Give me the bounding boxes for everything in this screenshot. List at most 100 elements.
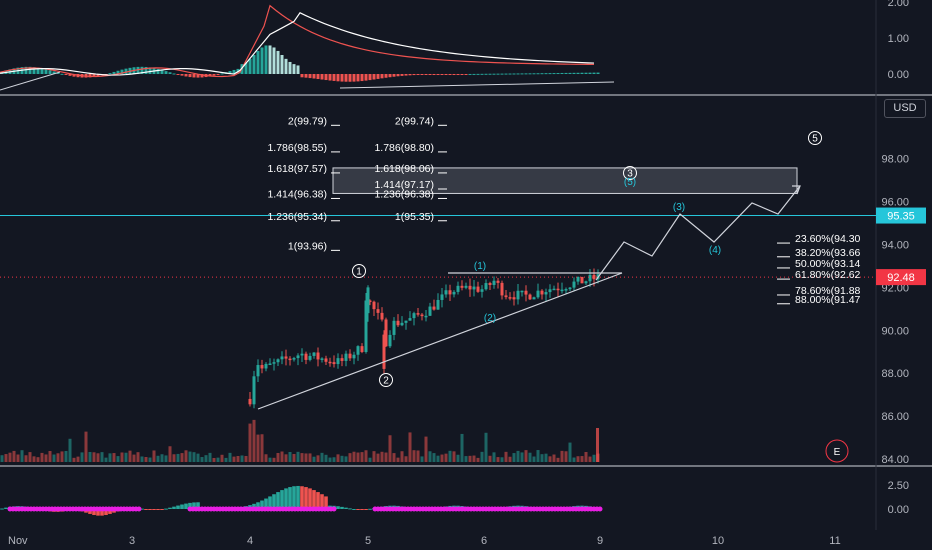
- macd-histogram-bar: [432, 74, 436, 75]
- price-tick-label: 96.00: [881, 197, 909, 209]
- macd-histogram-bar: [40, 68, 44, 74]
- macd-histogram-bar: [172, 73, 176, 75]
- macd-histogram-bar: [44, 69, 48, 74]
- volume-bar: [412, 450, 416, 462]
- macd-histogram-bar: [384, 74, 388, 78]
- oscillator-bar: [144, 509, 148, 510]
- candle-body: [420, 314, 424, 317]
- macd-histogram-bar: [400, 74, 404, 76]
- volume-bar: [464, 456, 468, 462]
- candle-body: [276, 359, 280, 363]
- oscillator-bar: [316, 492, 320, 509]
- macd-histogram-bar: [124, 68, 128, 74]
- volume-bar: [300, 453, 304, 462]
- volume-bar: [100, 452, 104, 462]
- candle-body: [432, 306, 436, 310]
- volume-bar: [292, 454, 296, 462]
- macd-histogram-bar: [96, 74, 100, 77]
- macd-histogram-bar: [488, 73, 492, 75]
- volume-bar: [204, 455, 208, 462]
- volume-bar: [164, 455, 168, 462]
- macd-tick-label: 2.00: [888, 0, 909, 9]
- oscillator-signal-dot: [136, 506, 142, 512]
- macd-histogram-bar: [216, 74, 220, 75]
- macd-histogram-bar: [352, 74, 356, 82]
- axes: 98.0096.0094.0092.0090.0088.0086.0084.00…: [8, 0, 921, 547]
- macd-histogram-bar: [356, 74, 360, 82]
- macd-histogram-bar: [416, 74, 420, 75]
- volume-bar: [68, 438, 72, 462]
- volume-bar: [40, 452, 44, 462]
- time-tick-label: 5: [365, 535, 371, 547]
- price-pane[interactable]: [0, 268, 600, 462]
- macd-histogram-bar: [360, 74, 364, 82]
- macd-tick-label: 0.00: [888, 69, 909, 81]
- macd-histogram-bar: [324, 74, 328, 81]
- volume-bar: [76, 456, 80, 462]
- oscillator-bar: [256, 502, 260, 509]
- currency-button[interactable]: USD: [884, 99, 926, 118]
- volume-bar: [344, 456, 348, 462]
- volume-bar: [8, 452, 12, 462]
- volume-bar: [456, 454, 460, 462]
- volume-bar: [576, 456, 580, 462]
- oscillator-bar: [156, 509, 160, 510]
- volume-bar: [28, 452, 32, 462]
- oscillator-bar: [188, 502, 192, 509]
- candle-body: [464, 285, 468, 288]
- candle-body: [580, 276, 584, 284]
- wave-label-minor-3: (3): [673, 202, 685, 213]
- oscillator-bar: [0, 508, 4, 510]
- price-tag: [876, 207, 926, 224]
- candle-body: [348, 353, 352, 359]
- volume-bar: [88, 451, 92, 462]
- time-tick-label: 6: [481, 535, 487, 547]
- candle-body: [364, 300, 368, 352]
- oscillator-bar: [92, 509, 96, 516]
- macd-histogram-bar: [156, 68, 160, 74]
- macd-histogram-bar: [192, 74, 196, 78]
- volume-bar: [180, 453, 184, 462]
- oscillator-bar: [252, 503, 256, 509]
- volume-bar: [140, 456, 144, 462]
- projection-path: [595, 185, 801, 281]
- volume-bar: [352, 451, 356, 462]
- candle-body: [404, 320, 408, 323]
- macd-histogram-bar: [72, 74, 76, 77]
- candle-body: [252, 376, 256, 405]
- macd-histogram-bar: [588, 72, 592, 74]
- macd-histogram-bar: [392, 74, 396, 77]
- candle-body: [476, 286, 480, 292]
- candle-body: [376, 309, 380, 313]
- volume-bar: [168, 446, 172, 462]
- macd-histogram-bar: [492, 73, 496, 75]
- candle-body: [380, 312, 384, 320]
- retracement-label: 38.20%(93.66: [795, 247, 861, 259]
- macd-pane[interactable]: [0, 4, 615, 91]
- oscillator-signal-dot: [597, 506, 603, 512]
- volume-bar: [240, 455, 244, 462]
- macd-histogram-bar: [516, 73, 520, 75]
- macd-histogram-bar: [412, 74, 416, 76]
- volume-bar: [228, 452, 232, 462]
- oscillator-pane[interactable]: [0, 485, 603, 516]
- macd-histogram-bar: [568, 72, 572, 74]
- volume-bar: [324, 454, 328, 462]
- volume-bar: [112, 453, 116, 462]
- volume-bar: [256, 434, 260, 462]
- volume-bar: [400, 451, 404, 462]
- price-tick-label: 92.00: [881, 282, 909, 294]
- macd-histogram-bar: [468, 73, 472, 75]
- candle-body: [424, 315, 428, 318]
- volume-bar: [564, 451, 568, 462]
- macd-histogram-bar: [144, 66, 148, 74]
- macd-histogram-bar: [596, 72, 600, 74]
- volume-bar: [508, 456, 512, 462]
- candle-body: [496, 280, 500, 283]
- macd-histogram-bar: [560, 72, 564, 74]
- candle-body: [484, 283, 488, 290]
- candle-body: [360, 346, 364, 352]
- macd-histogram-bar: [32, 67, 36, 74]
- wave-label-minor-1: (1): [474, 261, 486, 272]
